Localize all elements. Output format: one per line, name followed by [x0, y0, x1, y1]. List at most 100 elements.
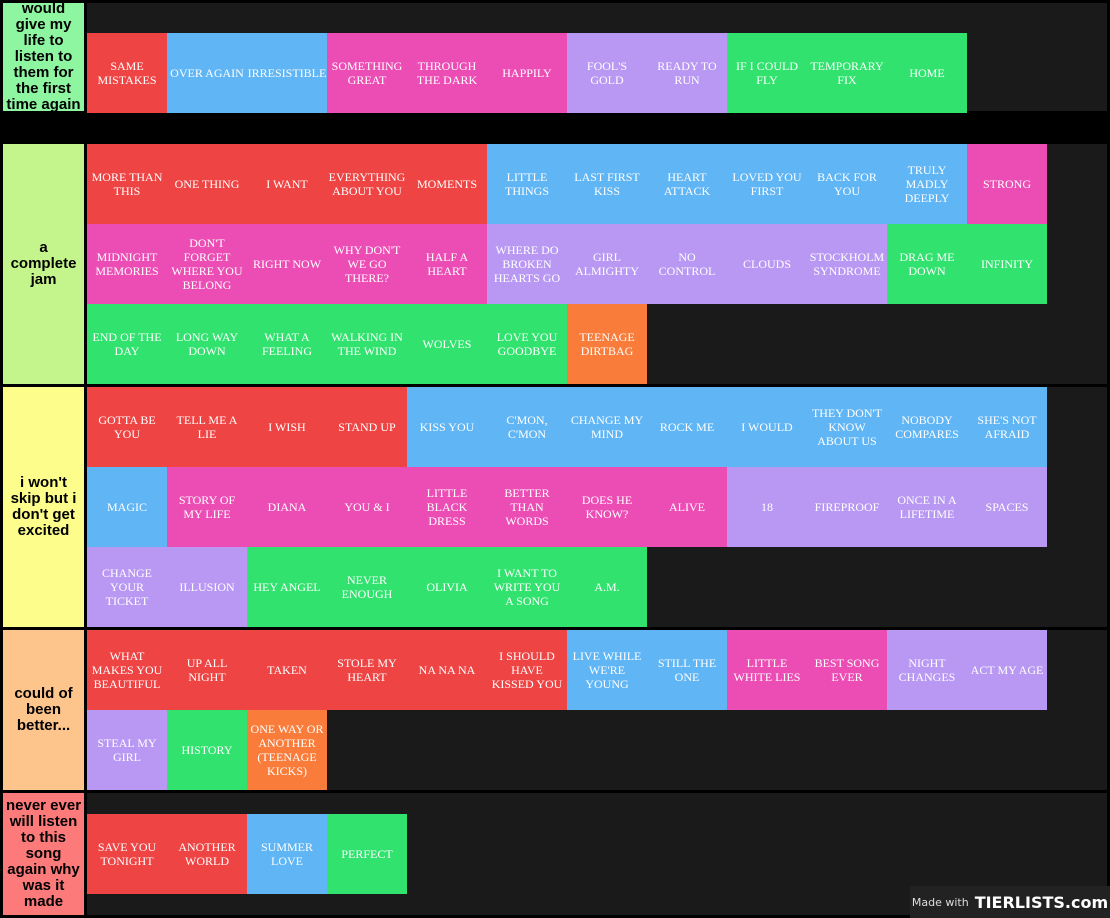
song-card[interactable]: Home	[887, 33, 967, 113]
song-card[interactable]: Little White Lies	[727, 630, 807, 710]
song-card[interactable]: Wolves	[407, 304, 487, 384]
song-card[interactable]: Drag Me Down	[887, 224, 967, 304]
song-card[interactable]: Spaces	[967, 467, 1047, 547]
song-card[interactable]: Alive	[647, 467, 727, 547]
song-card[interactable]: A.M.	[567, 547, 647, 627]
song-card[interactable]: Up All Night	[167, 630, 247, 710]
song-card[interactable]: Stockholm Syndrome	[807, 224, 887, 304]
song-card[interactable]: End of the Day	[87, 304, 167, 384]
song-card[interactable]: Stole My Heart	[327, 630, 407, 710]
song-card[interactable]: Back for You	[807, 144, 887, 224]
song-card[interactable]: Everything About You	[327, 144, 407, 224]
song-card[interactable]: Perfect	[327, 814, 407, 894]
song-card[interactable]: Fool's Gold	[567, 33, 647, 113]
song-card[interactable]: Something Great	[327, 33, 407, 113]
song-card[interactable]: They Don't Know About Us	[807, 387, 887, 467]
song-card[interactable]: Infinity	[967, 224, 1047, 304]
song-card[interactable]: You & I	[327, 467, 407, 547]
song-card[interactable]: Strong	[967, 144, 1047, 224]
song-card[interactable]: Another World	[167, 814, 247, 894]
song-card[interactable]: Steal My Girl	[87, 710, 167, 790]
song-card[interactable]: Nobody Compares	[887, 387, 967, 467]
song-card[interactable]: Clouds	[727, 224, 807, 304]
tier-label[interactable]: i won't skip but i don't get excited	[3, 387, 84, 627]
song-card[interactable]: Moments	[407, 144, 487, 224]
song-card[interactable]: C'mon, C'mon	[487, 387, 567, 467]
song-card[interactable]: Don't Forget Where You Belong	[167, 224, 247, 304]
song-card[interactable]: Diana	[247, 467, 327, 547]
song-card[interactable]: 18	[727, 467, 807, 547]
song-card[interactable]: Through the Dark	[407, 33, 487, 113]
song-card[interactable]: Night Changes	[887, 630, 967, 710]
song-card[interactable]: Live While We're Young	[567, 630, 647, 710]
song-card[interactable]: Walking in the Wind	[327, 304, 407, 384]
song-card[interactable]: Temporary Fix	[807, 33, 887, 113]
song-card[interactable]: Taken	[247, 630, 327, 710]
song-card[interactable]: I Would	[727, 387, 807, 467]
song-card[interactable]: No Control	[647, 224, 727, 304]
song-card[interactable]: Never Enough	[327, 547, 407, 627]
tier-label[interactable]: would give my life to listen to them for…	[3, 1, 84, 113]
song-card[interactable]: Love You Goodbye	[487, 304, 567, 384]
song-card[interactable]: Save You Tonight	[87, 814, 167, 894]
song-card[interactable]: Heart Attack	[647, 144, 727, 224]
song-card[interactable]: Last First Kiss	[567, 144, 647, 224]
song-card[interactable]: Olivia	[407, 547, 487, 627]
tier-drop-area[interactable]: Same Mistakes Over Again Irresistible Somet…	[87, 3, 1107, 113]
song-card[interactable]: Does He Know?	[567, 467, 647, 547]
song-card[interactable]: One Thing	[167, 144, 247, 224]
song-card[interactable]: Rock Me	[647, 387, 727, 467]
song-card[interactable]: Half a Heart	[407, 224, 487, 304]
tier-label[interactable]: never ever will listen to this song agai…	[3, 793, 84, 915]
song-card[interactable]: Summer Love	[247, 814, 327, 894]
song-card[interactable]: Magic	[87, 467, 167, 547]
song-card[interactable]: Little Black Dress	[407, 467, 487, 547]
song-card[interactable]: She's Not Afraid	[967, 387, 1047, 467]
song-card[interactable]: Where Do Broken Hearts Go	[487, 224, 567, 304]
song-card[interactable]: Hey Angel	[247, 547, 327, 627]
song-card[interactable]: Truly Madly Deeply	[887, 144, 967, 224]
song-card[interactable]: If I Could Fly	[727, 33, 807, 113]
song-card[interactable]: Illusion	[167, 547, 247, 627]
song-card[interactable]: Better Than Words	[487, 467, 567, 547]
tier-label[interactable]: a complete jam	[3, 144, 84, 384]
song-card[interactable]: Na Na Na	[407, 630, 487, 710]
song-card[interactable]: Ready to Run	[647, 33, 727, 113]
song-card[interactable]: What Makes You Beautiful	[87, 630, 167, 710]
song-card[interactable]: More Than This	[87, 144, 167, 224]
tier-drop-area[interactable]: More Than This One Thing I Want Everything …	[87, 144, 1107, 384]
song-card[interactable]: Long Way Down	[167, 304, 247, 384]
song-card[interactable]: Best Song Ever	[807, 630, 887, 710]
song-card[interactable]: Change Your Ticket	[87, 547, 167, 627]
tier-drop-area[interactable]: Gotta Be You Tell Me a Lie I Wish Stand Up K…	[87, 387, 1107, 627]
song-card[interactable]: Change My Mind	[567, 387, 647, 467]
song-card[interactable]: History	[167, 710, 247, 790]
song-card[interactable]: Kiss You	[407, 387, 487, 467]
song-card[interactable]: Teenage Dirtbag	[567, 304, 647, 384]
song-card[interactable]: Gotta Be You	[87, 387, 167, 467]
song-card[interactable]: Once in a Lifetime	[887, 467, 967, 547]
song-card[interactable]: Stand Up	[327, 387, 407, 467]
song-card[interactable]: One Way or Another (Teenage Kicks)	[247, 710, 327, 790]
song-card[interactable]: Tell Me a Lie	[167, 387, 247, 467]
song-card[interactable]: Why Don't We Go There?	[327, 224, 407, 304]
song-card[interactable]: Little Things	[487, 144, 567, 224]
tier-label[interactable]: could of been better...	[3, 630, 84, 790]
song-card[interactable]: Still the One	[647, 630, 727, 710]
song-card[interactable]: Girl Almighty	[567, 224, 647, 304]
song-card[interactable]: Right Now	[247, 224, 327, 304]
song-card[interactable]: Loved You First	[727, 144, 807, 224]
song-card[interactable]: Act My Age	[967, 630, 1047, 710]
song-card[interactable]: What a Feeling	[247, 304, 327, 384]
song-card[interactable]: I Want	[247, 144, 327, 224]
tier-drop-area[interactable]: What Makes You Beautiful Up All Night Take…	[87, 630, 1107, 790]
song-card[interactable]: I Should Have Kissed You	[487, 630, 567, 710]
song-card[interactable]: I Wish	[247, 387, 327, 467]
song-card[interactable]: Fireproof	[807, 467, 887, 547]
song-card[interactable]: Over Again	[167, 33, 247, 113]
song-card[interactable]: Midnight Memories	[87, 224, 167, 304]
song-card[interactable]: Same Mistakes	[87, 33, 167, 113]
song-card[interactable]: Irresistible	[247, 33, 327, 113]
song-card[interactable]: Story of My Life	[167, 467, 247, 547]
song-card[interactable]: I Want to Write You a Song	[487, 547, 567, 627]
